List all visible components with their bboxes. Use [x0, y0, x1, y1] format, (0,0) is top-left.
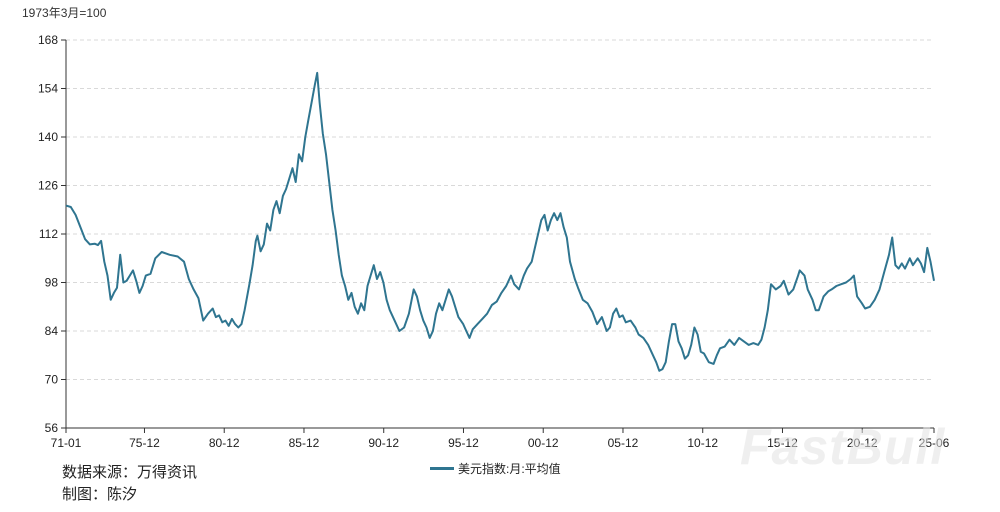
y-tick-label: 84 — [45, 324, 59, 338]
x-tick-label: 95-12 — [448, 436, 479, 450]
y-axis-unit-label: 1973年3月=100 — [22, 6, 107, 20]
x-tick-label: 80-12 — [209, 436, 240, 450]
grid-lines — [66, 39, 934, 380]
source-block: 数据来源：万得资讯 制图：陈汐 — [62, 462, 197, 506]
y-tick-labels: 56 70 84 98 112 126 140 154 168 — [38, 33, 58, 435]
x-tick-label: 85-12 — [289, 436, 320, 450]
axes — [61, 39, 935, 433]
x-tick-label: 05-12 — [608, 436, 639, 450]
author-label: 制图：陈汐 — [62, 486, 138, 503]
series-layer — [65, 71, 935, 372]
legend-label: 美元指数:月:平均值 — [458, 462, 561, 476]
x-tick-label: 20-12 — [847, 436, 878, 450]
data-source-label: 数据来源：万得资讯 — [62, 464, 198, 481]
y-tick-label: 98 — [45, 276, 59, 290]
y-tick-label: 56 — [45, 421, 59, 435]
x-tick-label: 00-12 — [528, 436, 559, 450]
y-tick-label: 140 — [38, 130, 58, 144]
x-tick-label: 15-12 — [767, 436, 798, 450]
series-line-dxy — [65, 71, 935, 372]
x-tick-label: 10-12 — [687, 436, 718, 450]
y-tick-label: 70 — [45, 373, 59, 387]
y-tick-label: 168 — [38, 33, 58, 47]
x-tick-label: 90-12 — [368, 436, 399, 450]
x-tick-labels: 71-01 75-12 80-12 85-12 90-12 95-12 00-12 05-12… — [51, 436, 950, 450]
x-tick-label: 71-01 — [51, 436, 82, 450]
legend-swatch — [430, 467, 454, 470]
y-tick-label: 126 — [38, 179, 58, 193]
x-tick-label: 25-06 — [919, 436, 950, 450]
y-tick-label: 112 — [39, 227, 58, 241]
x-tick-label: 75-12 — [129, 436, 160, 450]
legend: 美元指数:月:平均值 — [430, 460, 561, 477]
y-tick-label: 154 — [38, 82, 58, 96]
